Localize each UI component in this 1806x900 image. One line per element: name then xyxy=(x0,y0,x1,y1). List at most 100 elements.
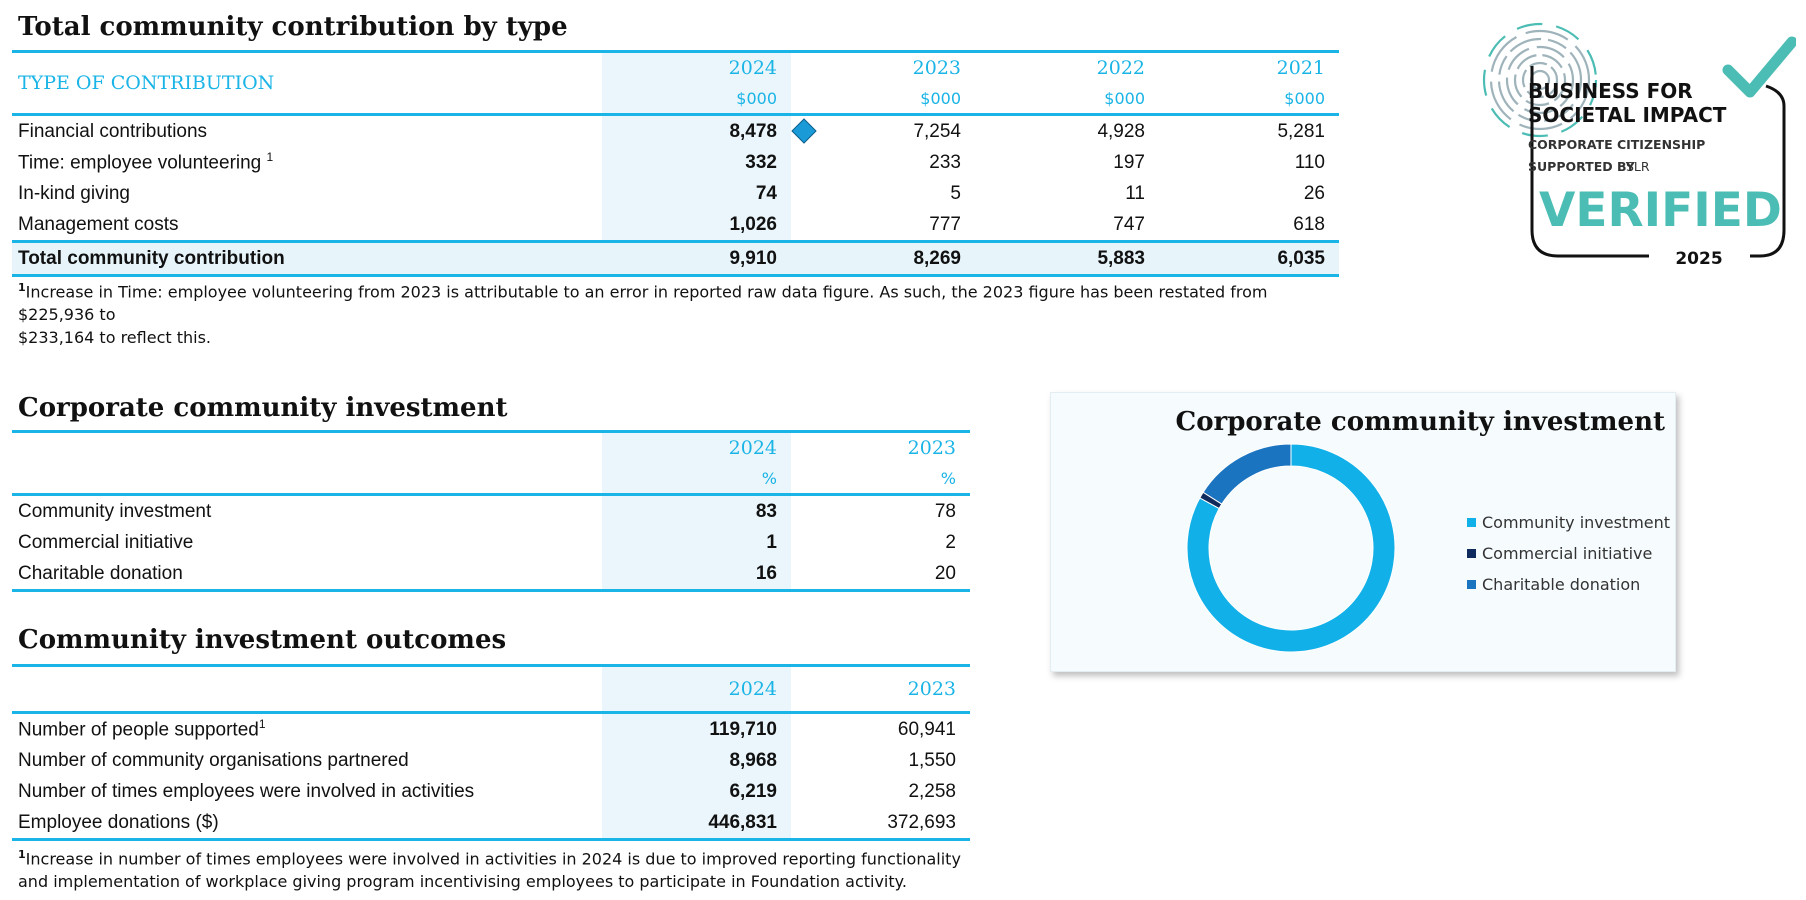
checkmark-icon xyxy=(1722,36,1796,98)
cell-value: 372,693 xyxy=(791,807,970,841)
unit-header: $000 xyxy=(920,88,961,108)
cell-value: 747 xyxy=(1113,213,1145,235)
outcomes-title: Community investment outcomes xyxy=(18,625,507,655)
unit-header: % xyxy=(940,468,956,488)
cell-value: 332 xyxy=(602,147,791,178)
legend-item: Community investment xyxy=(1467,507,1670,538)
table-row: Number of people supported1 119,710 60,9… xyxy=(12,711,970,745)
cell-value: 4,928 xyxy=(975,113,1159,147)
cell-value: 119,710 xyxy=(602,711,791,745)
donut-slice-community-investment xyxy=(1186,443,1396,653)
cell-value: 16 xyxy=(602,558,791,592)
table-row: Community investment 83 78 xyxy=(12,493,970,527)
unit-header: $000 xyxy=(1284,88,1325,108)
cell-value: 197 xyxy=(1113,151,1145,173)
cell-value: 618 xyxy=(1293,213,1325,235)
row-label: Charitable donation xyxy=(12,558,602,592)
cell-value: 74 xyxy=(602,178,791,209)
year-header: 2023 xyxy=(791,430,970,463)
cell-value: 110 xyxy=(1294,151,1325,173)
unit-header: $000 xyxy=(1104,88,1145,108)
slr-logo: SLR xyxy=(1626,159,1650,174)
row-label: Community investment xyxy=(12,493,602,527)
investment-table: 2024 2023 % % Community investment 83 78… xyxy=(12,430,970,592)
footnote-ref: 1 xyxy=(258,717,266,732)
chart-title: Corporate community investment xyxy=(1175,407,1666,437)
legend-swatch xyxy=(1467,580,1476,589)
legend-swatch xyxy=(1467,549,1476,558)
table-row: Number of times employees were involved … xyxy=(12,776,970,807)
cell-value: 83 xyxy=(602,493,791,527)
badge-year: 2025 xyxy=(1675,249,1722,269)
legend-swatch xyxy=(1467,518,1476,527)
cell-value: 11 xyxy=(1125,182,1145,204)
outcomes-table: 2024 2023 Number of people supported1 11… xyxy=(12,664,970,841)
cell-value: 233 xyxy=(929,151,961,173)
row-label: Financial contributions xyxy=(12,113,602,147)
year-header: 2022 xyxy=(975,50,1159,83)
cell-value: 1,550 xyxy=(908,749,956,771)
chart-legend: Community investment Commercial initiati… xyxy=(1467,507,1670,600)
cell-value: 8,968 xyxy=(602,745,791,776)
cell-value: 9,910 xyxy=(602,240,791,277)
year-header: 2024 xyxy=(602,50,791,83)
badge-line1: BUSINESS FOR xyxy=(1528,79,1693,103)
contribution-table: TYPE OF CONTRIBUTION 2024 2023 2022 2021… xyxy=(12,50,1339,277)
type-of-contribution-header: TYPE OF CONTRIBUTION xyxy=(12,50,602,115)
cell-value: 1 xyxy=(602,527,791,558)
cell-value: 6,035 xyxy=(1159,240,1339,277)
table-row: Time: employee volunteering 1 332 233 19… xyxy=(12,147,1339,178)
cell-value: 446,831 xyxy=(602,807,791,841)
row-label: Management costs xyxy=(18,213,179,235)
row-label: Number of community organisations partne… xyxy=(18,749,409,771)
badge-line3: CORPORATE CITIZENSHIP xyxy=(1528,137,1705,152)
contribution-footnote: 1Increase in Time: employee volunteering… xyxy=(18,281,1268,348)
year-header: 2024 xyxy=(602,664,791,713)
cell-value: 5,883 xyxy=(975,240,1159,277)
footnote-ref: 1 xyxy=(266,150,274,165)
row-label: Time: employee volunteering xyxy=(18,152,262,174)
year-header: 2021 xyxy=(1159,50,1339,83)
row-label: Number of people supported xyxy=(18,719,259,741)
cell-value: 7,254 xyxy=(791,113,975,147)
cell-value: 2 xyxy=(945,531,956,553)
table-row: Management costs 1,026 777 747 618 xyxy=(12,209,1339,242)
row-label: Employee donations ($) xyxy=(12,807,602,841)
cell-value: 60,941 xyxy=(791,711,970,745)
donut-chart xyxy=(1186,443,1396,653)
year-header: 2024 xyxy=(602,430,791,463)
badge-line4: SUPPORTED BY xyxy=(1528,159,1636,174)
cell-value: 1,026 xyxy=(602,209,791,242)
legend-item: Commercial initiative xyxy=(1467,538,1670,569)
table-row: Commercial initiative 1 2 xyxy=(12,527,970,558)
cell-value: 5 xyxy=(950,182,961,204)
contribution-title: Total community contribution by type xyxy=(18,12,568,42)
cell-value: 5,281 xyxy=(1159,113,1339,147)
cell-value: 2,258 xyxy=(908,780,956,802)
row-label: Commercial initiative xyxy=(18,531,194,553)
table-row: Charitable donation 16 20 xyxy=(12,558,970,592)
outcomes-footnote: 1Increase in number of times employees w… xyxy=(18,848,961,892)
diamond-marker-icon xyxy=(791,118,817,144)
legend-item: Charitable donation xyxy=(1467,569,1670,600)
table-row: In-kind giving 74 5 11 26 xyxy=(12,178,1339,209)
investment-chart: Corporate community investment Community… xyxy=(1050,392,1676,672)
donut-slice-charitable-donation xyxy=(1202,443,1292,505)
year-header: 2023 xyxy=(791,664,970,713)
fingerprint-icon xyxy=(1482,22,1598,138)
cell-value: 78 xyxy=(791,493,970,527)
row-label: Total community contribution xyxy=(12,240,602,277)
year-header: 2023 xyxy=(791,50,975,83)
table-row: Number of community organisations partne… xyxy=(12,745,970,776)
unit-header: % xyxy=(602,463,791,495)
cell-value: 26 xyxy=(1303,182,1325,204)
unit-header: $000 xyxy=(602,83,791,115)
total-row: Total community contribution 9,910 8,269… xyxy=(12,240,1339,277)
table-row: Financial contributions 8,478 7,254 4,92… xyxy=(12,113,1339,147)
cell-value: 8,478 xyxy=(729,120,777,142)
row-label: Number of times employees were involved … xyxy=(18,780,475,802)
verified-badge: BUSINESS FOR SOCIETAL IMPACT CORPORATE C… xyxy=(1482,22,1796,269)
badge-verified: VERIFIED xyxy=(1539,183,1782,238)
row-label: In-kind giving xyxy=(18,182,130,204)
cell-value: 777 xyxy=(929,213,961,235)
